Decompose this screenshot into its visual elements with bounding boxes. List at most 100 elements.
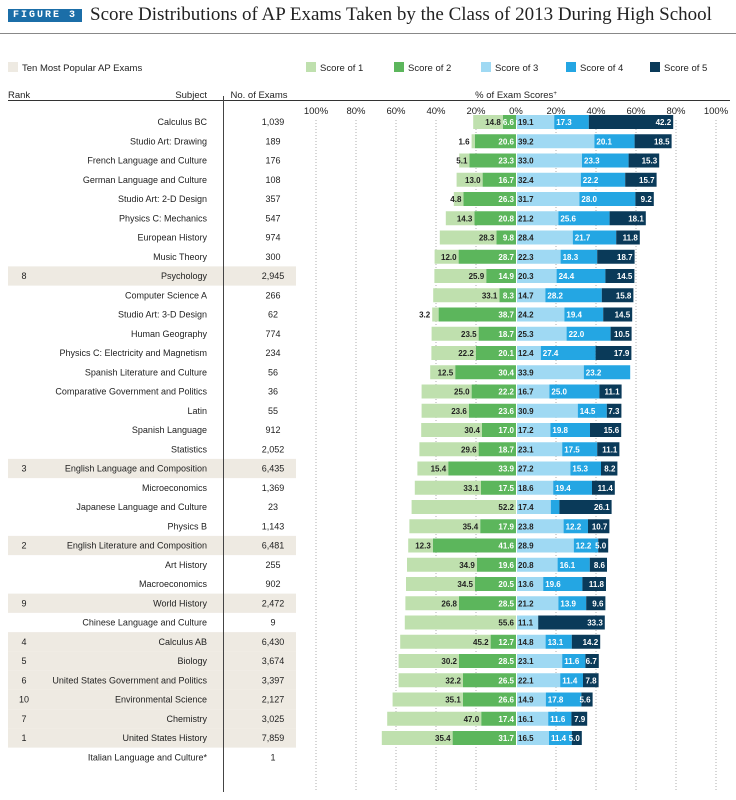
- bar-score-1: [417, 461, 449, 476]
- legend-label-score-4: Score of 4: [580, 63, 623, 74]
- table-row: Spanish Language 912 17.0 30.4 17.2 19.8 15.6: [132, 423, 622, 437]
- data-label-score-4: 13.9: [560, 599, 576, 608]
- data-label-score-4: 28.0: [581, 195, 597, 204]
- legend-swatch-score-5: [650, 62, 660, 72]
- title-bar: FIGURE 3 Score Distributions of AP Exams…: [0, 4, 736, 30]
- bar-score-1: [400, 634, 491, 649]
- bar-score-3: [516, 596, 559, 611]
- table-row: 9 World History 2,472 28.5 26.8 21.2 13.9 9.6: [21, 596, 606, 611]
- data-label-score-2: 6.6: [503, 118, 515, 127]
- data-label-score-1: 22.2: [458, 349, 474, 358]
- data-label-score-1: 47.0: [464, 715, 480, 724]
- bar-score-4: [553, 480, 592, 495]
- header-exams: No. of Exams: [230, 90, 287, 101]
- bar-score-3: [516, 519, 564, 534]
- legend-label-score-2: Score of 2: [408, 63, 451, 74]
- data-label-score-3: 16.5: [518, 734, 534, 743]
- data-label-score-3: 23.1: [518, 445, 534, 454]
- bar-score-1: [411, 500, 516, 514]
- bar-score-3: [516, 577, 544, 591]
- data-label-score-1: 5.1: [456, 157, 468, 166]
- tick-label: 100%: [304, 106, 329, 117]
- data-label-score-4: 12.2: [576, 542, 592, 551]
- bar-score-5: [581, 692, 593, 707]
- data-label-score-2: 28.7: [498, 253, 514, 262]
- bar-score-1: [434, 249, 459, 264]
- data-label-score-1: 45.2: [473, 638, 489, 647]
- data-label-score-1: 30.4: [464, 426, 480, 435]
- bar-score-5: [606, 403, 622, 418]
- bar-score-3: [516, 654, 563, 668]
- data-label-score-2: 26.3: [498, 195, 514, 204]
- table-row: Studio Art: 3-D Design 62 38.7 3.2 24.2 19.4 1…: [118, 307, 633, 322]
- data-label-score-5: 7.8: [585, 676, 597, 685]
- data-label-score-4: 19.4: [555, 484, 571, 493]
- data-label-score-3: 17.2: [518, 426, 534, 435]
- bar-score-5: [559, 500, 612, 514]
- row-exam-count: 108: [265, 175, 280, 185]
- row-subject: Spanish Language: [132, 425, 207, 435]
- data-label-score-5: 6.7: [586, 657, 598, 666]
- legend: Ten Most Popular AP Exams Score of 1 Scor…: [8, 62, 707, 74]
- data-label-score-1: 35.4: [435, 734, 451, 743]
- header-rank: Rank: [8, 90, 30, 101]
- data-label-score-3: 14.7: [518, 291, 534, 300]
- bar-score-2: [482, 423, 516, 437]
- data-label-score-4: 23.3: [584, 157, 600, 166]
- table-row: French Language and Culture 176 23.3 5.1 33.…: [87, 153, 660, 168]
- data-label-score-5: 15.6: [604, 426, 620, 435]
- bar-score-5: [603, 307, 633, 322]
- bar-score-1: [430, 365, 456, 380]
- bar-score-2: [459, 596, 516, 611]
- table-row: Computer Science A 266 8.3 33.1 14.7 28.2 15.8: [125, 288, 634, 303]
- bar-score-2: [475, 577, 516, 591]
- row-exam-count: 23: [268, 502, 278, 512]
- bar-score-1: [392, 692, 463, 707]
- data-label-score-2: 18.7: [498, 330, 514, 339]
- data-label-score-4: 25.0: [551, 388, 567, 397]
- bar-score-3: [516, 480, 554, 495]
- bar-score-4: [548, 711, 572, 726]
- data-label-score-3: 17.4: [518, 503, 534, 512]
- popular-row-band: [8, 632, 296, 652]
- row-subject: Psychology: [161, 271, 208, 281]
- bar-score-4: [550, 423, 590, 437]
- bar-score-2: [475, 346, 516, 360]
- bar-score-5: [628, 153, 660, 168]
- data-label-score-1: 14.3: [457, 214, 473, 223]
- bar-score-1: [421, 384, 472, 399]
- row-exam-count: 774: [265, 329, 280, 339]
- row-exam-count: 6,481: [262, 541, 285, 551]
- data-label-score-4: 17.5: [564, 445, 580, 454]
- data-label-score-1: 29.6: [461, 445, 477, 454]
- data-label-score-5: 8.2: [604, 465, 616, 474]
- data-label-score-3: 25.3: [518, 330, 534, 339]
- bar-score-5: [589, 557, 607, 572]
- data-label-score-1: 35.1: [445, 696, 461, 705]
- data-label-score-4: 22.0: [569, 330, 585, 339]
- bar-score-1: [409, 519, 481, 534]
- data-label-score-2: 14.9: [498, 272, 514, 281]
- row-rank: 1: [21, 733, 26, 743]
- bar-score-3: [516, 615, 539, 630]
- data-label-score-3: 21.2: [518, 599, 534, 608]
- data-label-score-4: 11.4: [562, 676, 578, 685]
- bar-score-3: [516, 288, 546, 303]
- table-row: 6 United States Government and Politics 3,…: [21, 673, 599, 688]
- data-label-score-3: 30.9: [518, 407, 534, 416]
- row-exam-count: 3,674: [262, 656, 285, 666]
- table-row: European History 974 9.8 28.3 28.4 21.7 11.8: [137, 230, 640, 245]
- bar-score-4: [583, 365, 631, 380]
- bar-score-2: [502, 115, 516, 129]
- row-subject: Comparative Government and Politics: [55, 387, 207, 397]
- data-label-score-2: 9.8: [503, 234, 515, 243]
- bar-score-4: [545, 634, 572, 649]
- bar-score-4: [577, 403, 607, 418]
- bar-score-1: [421, 403, 469, 418]
- legend-label-score-1: Score of 1: [320, 63, 363, 74]
- row-subject: Human Geography: [131, 329, 208, 339]
- bar-score-3: [516, 557, 558, 572]
- bar-score-4: [558, 596, 587, 611]
- data-label-score-3: 19.1: [518, 118, 534, 127]
